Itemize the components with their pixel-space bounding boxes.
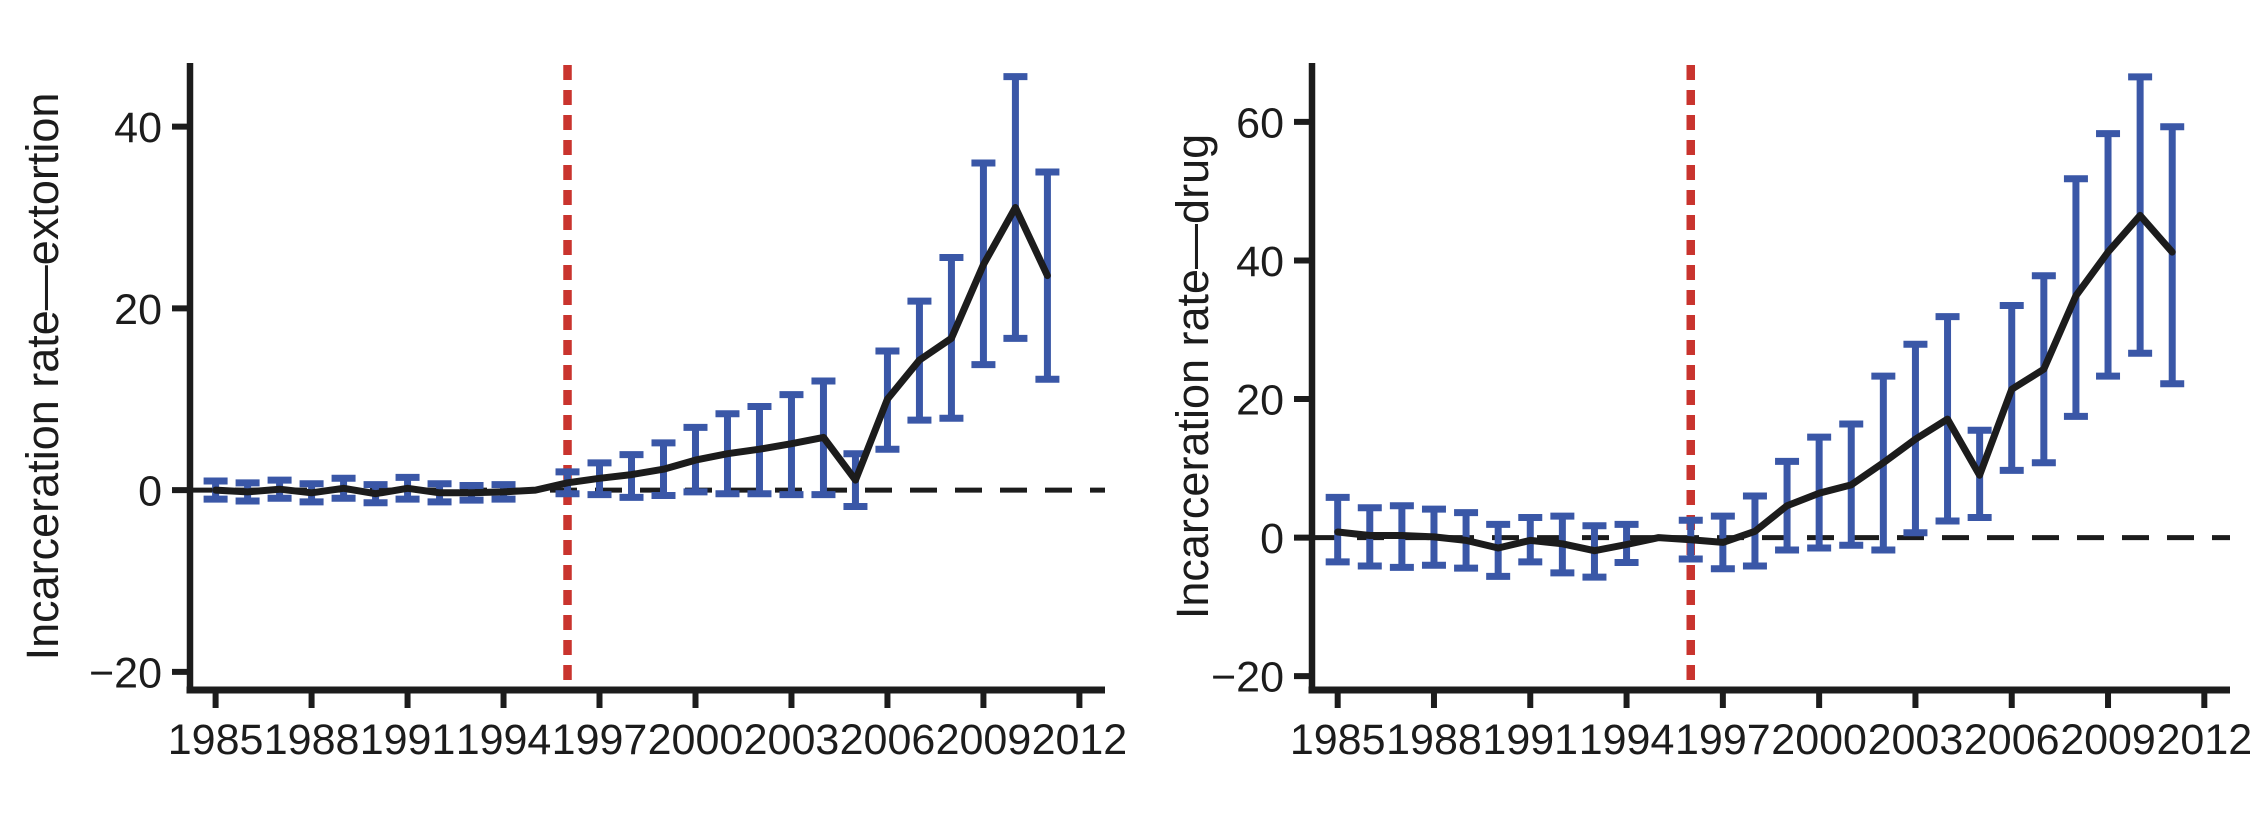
x-tick-label: 2012 xyxy=(2156,716,2252,764)
y-axis-title: Incarceration rate—extortion xyxy=(17,93,68,661)
x-tick-label: 1997 xyxy=(552,716,648,764)
x-tick-label: 1985 xyxy=(1290,716,1386,764)
x-tick-label: 2006 xyxy=(840,716,936,764)
x-tick-label: 1991 xyxy=(1482,716,1578,764)
x-tick-label: 2009 xyxy=(936,716,1032,764)
y-tick-label: 0 xyxy=(138,468,162,516)
x-tick-label: 1991 xyxy=(360,716,456,764)
panel-extortion: Incarceration rate—extortion −20 0 20 40 1985… xyxy=(17,63,1128,764)
y-tick-label: −20 xyxy=(89,649,162,697)
y-tick-label: 20 xyxy=(1236,376,1284,424)
error-bars xyxy=(203,73,1060,510)
x-tick-label: 1988 xyxy=(264,716,360,764)
x-tick-label: 2003 xyxy=(1868,716,1964,764)
y-tick-label: 40 xyxy=(1236,238,1284,286)
x-tick-label: 2003 xyxy=(744,716,840,764)
y-tick-label: 20 xyxy=(114,286,162,334)
y-tick-label: 60 xyxy=(1236,99,1284,147)
extortion-chart: Incarceration rate—extortion −20 0 20 40 1985… xyxy=(17,63,1128,764)
x-tick-label: 1988 xyxy=(1386,716,1482,764)
x-tick-label: 1997 xyxy=(1675,716,1771,764)
x-tick-label: 2000 xyxy=(1771,716,1867,764)
drug-chart: Incarceration rate—drug −20 0 20 40 60 1985 198… xyxy=(1167,63,2252,764)
x-tick-label: 2012 xyxy=(1032,716,1128,764)
point-estimate-line xyxy=(212,204,1051,498)
x-tick-label: 2000 xyxy=(648,716,744,764)
x-tick-label: 1985 xyxy=(168,716,264,764)
point-estimate-line xyxy=(1334,211,2176,555)
x-tick-label: 1994 xyxy=(456,716,552,764)
x-tick-label: 2006 xyxy=(1964,716,2060,764)
y-axis-title: Incarceration rate—drug xyxy=(1167,134,1218,619)
error-bars xyxy=(1325,73,2185,581)
x-tick-label: 2009 xyxy=(2060,716,2156,764)
y-tick-label: 40 xyxy=(114,104,162,152)
y-tick-label: −20 xyxy=(1211,654,1284,702)
panel-drug: Incarceration rate—drug −20 0 20 40 60 1985 198… xyxy=(1133,0,2266,822)
y-tick-label: 0 xyxy=(1260,515,1284,563)
x-tick-label: 1994 xyxy=(1579,716,1675,764)
